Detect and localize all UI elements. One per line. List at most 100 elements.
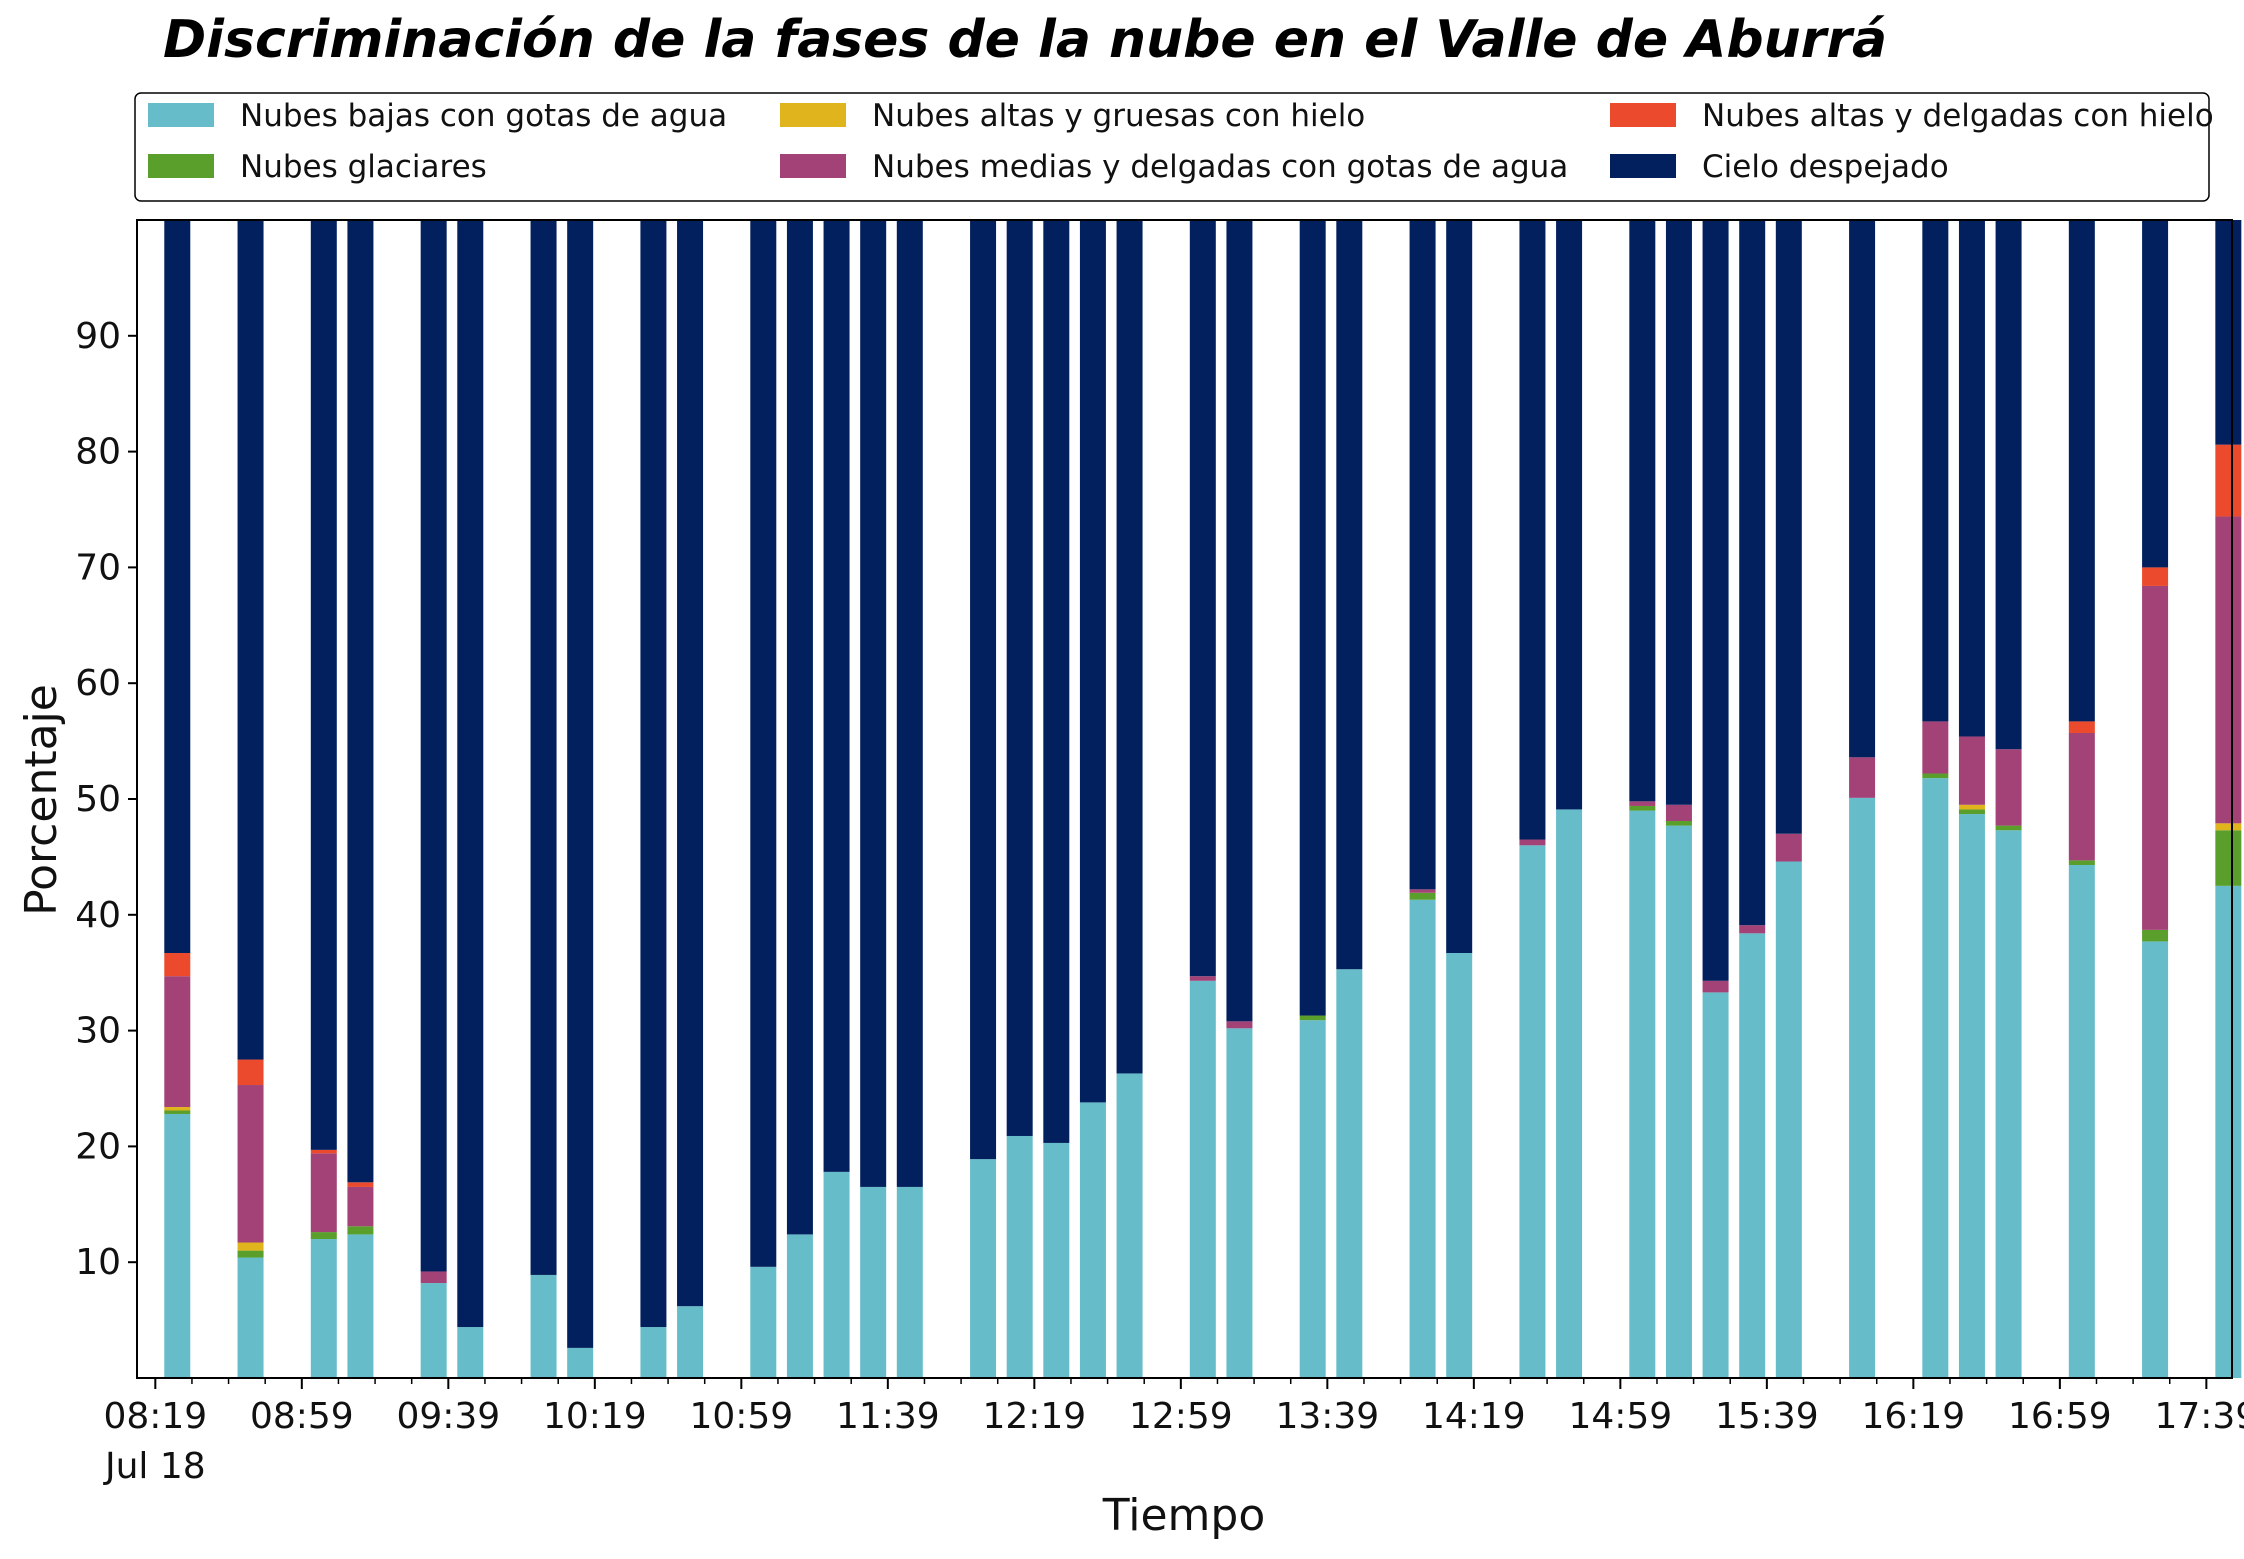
bar-32-nubes-bajas-con-gotas-de-agua	[1775, 861, 1802, 1378]
bar-26-nubes-medias-y-delgadas-con-gotas-de-agua	[1519, 839, 1546, 846]
bar-3-nubes-altas-y-delgadas-con-hielo	[347, 1182, 374, 1187]
bar-28-nubes-bajas-con-gotas-de-agua	[1629, 810, 1656, 1378]
bar-29-nubes-bajas-con-gotas-de-agua	[1665, 825, 1692, 1378]
bar-11-cielo-despejado	[786, 220, 813, 1235]
bar-9-cielo-despejado	[677, 220, 704, 1307]
x-tick-label-0859: 08:59	[250, 1396, 354, 1437]
bar-35-nubes-medias-y-delgadas-con-gotas-de-agua	[1958, 736, 1985, 805]
bar-18-cielo-despejado	[1079, 220, 1106, 1103]
bar-19-cielo-despejado	[1116, 220, 1143, 1074]
bar-9-nubes-bajas-con-gotas-de-agua	[677, 1306, 704, 1378]
bar-16-cielo-despejado	[1006, 220, 1033, 1136]
bar-15-cielo-despejado	[970, 220, 997, 1160]
y-tick-label-80: 80	[75, 432, 121, 473]
bar-17-nubes-bajas-con-gotas-de-agua	[1043, 1142, 1070, 1378]
bar-34-nubes-medias-y-delgadas-con-gotas-de-agua	[1922, 721, 1949, 774]
bar-39-nubes-glaciares	[2215, 830, 2242, 886]
bar-0-cielo-despejado	[164, 220, 191, 954]
x-axis: 08:19 Jul 18 08:59 09:39 10:19 10:59 11:39 12:1…	[103, 1378, 2244, 1487]
bar-8-cielo-despejado	[640, 220, 667, 1328]
bar-8-nubes-bajas-con-gotas-de-agua	[640, 1327, 667, 1378]
bar-1-nubes-glaciares	[237, 1250, 264, 1258]
bar-26-nubes-bajas-con-gotas-de-agua	[1519, 845, 1546, 1378]
bar-33-cielo-despejado	[1849, 220, 1876, 758]
bar-7-cielo-despejado	[567, 220, 594, 1348]
bar-34-nubes-glaciares	[1922, 773, 1949, 779]
legend-frame	[134, 92, 2210, 202]
bar-39-nubes-altas-y-gruesas-con-hielo	[2215, 823, 2242, 831]
bar-10-cielo-despejado	[750, 220, 777, 1267]
bar-4-nubes-bajas-con-gotas-de-agua	[420, 1283, 447, 1378]
x-tick-label-1419: 14:19	[1422, 1396, 1526, 1437]
x-tick-label-1019: 10:19	[543, 1396, 647, 1437]
bars-group	[164, 220, 2242, 1378]
bar-29-cielo-despejado	[1665, 220, 1692, 805]
bar-22-cielo-despejado	[1299, 220, 1326, 1016]
bar-33-nubes-bajas-con-gotas-de-agua	[1849, 797, 1876, 1378]
bar-38-nubes-altas-y-delgadas-con-hielo	[2142, 567, 2169, 586]
y-tick-label-20: 20	[75, 1126, 121, 1167]
bar-35-cielo-despejado	[1958, 220, 1985, 737]
x-tick-label-1739: 17:39	[2154, 1396, 2244, 1437]
bar-23-nubes-bajas-con-gotas-de-agua	[1336, 969, 1363, 1378]
legend-label-cielo-despejado: Cielo despejado	[1702, 149, 1949, 185]
bar-1-nubes-medias-y-delgadas-con-gotas-de-agua	[237, 1085, 264, 1243]
y-tick-label-70: 70	[75, 547, 121, 588]
chart-title: Discriminación de la fases de la nube en…	[163, 10, 1887, 70]
bar-5-nubes-bajas-con-gotas-de-agua	[457, 1327, 484, 1378]
bar-20-cielo-despejado	[1189, 220, 1216, 977]
bar-37-nubes-glaciares	[2068, 860, 2095, 865]
bar-30-nubes-medias-y-delgadas-con-gotas-de-agua	[1702, 980, 1729, 993]
bar-5-cielo-despejado	[457, 220, 484, 1328]
bar-36-cielo-despejado	[1995, 220, 2022, 750]
y-tick-label-40: 40	[75, 895, 121, 936]
bar-11-nubes-bajas-con-gotas-de-agua	[786, 1234, 813, 1378]
bar-39-cielo-despejado	[2215, 220, 2242, 445]
bar-0-nubes-medias-y-delgadas-con-gotas-de-agua	[164, 976, 191, 1108]
bar-1-nubes-bajas-con-gotas-de-agua	[237, 1257, 264, 1378]
bar-39-nubes-bajas-con-gotas-de-agua	[2215, 885, 2242, 1378]
bar-29-nubes-medias-y-delgadas-con-gotas-de-agua	[1665, 804, 1692, 821]
bar-23-cielo-despejado	[1336, 220, 1363, 970]
bar-3-nubes-glaciares	[347, 1226, 374, 1235]
bar-37-nubes-altas-y-delgadas-con-hielo	[2068, 721, 2095, 733]
legend-swatch-nubes-glaciares	[148, 154, 214, 178]
bar-3-nubes-medias-y-delgadas-con-gotas-de-agua	[347, 1186, 374, 1227]
bar-36-nubes-bajas-con-gotas-de-agua	[1995, 830, 2022, 1378]
bar-20-nubes-medias-y-delgadas-con-gotas-de-agua	[1189, 976, 1216, 981]
legend-swatch-cielo-despejado	[1610, 154, 1676, 178]
x-axis-label: Tiempo	[1102, 1490, 1266, 1541]
bar-32-nubes-medias-y-delgadas-con-gotas-de-agua	[1775, 833, 1802, 862]
x-tick-label-0939: 09:39	[396, 1396, 500, 1437]
y-tick-label-30: 30	[75, 1011, 121, 1052]
bar-39-nubes-altas-y-delgadas-con-hielo	[2215, 444, 2242, 517]
bar-30-cielo-despejado	[1702, 220, 1729, 981]
bar-4-cielo-despejado	[420, 220, 447, 1272]
bar-26-cielo-despejado	[1519, 220, 1546, 840]
bar-2-nubes-altas-y-delgadas-con-hielo	[310, 1149, 337, 1154]
legend-label-nubes-altas-y-delgadas-con-hielo: Nubes altas y delgadas con hielo	[1702, 98, 2214, 134]
x-tick-label-1659: 16:59	[2008, 1396, 2112, 1437]
bar-38-nubes-bajas-con-gotas-de-agua	[2142, 941, 2169, 1378]
bar-22-nubes-bajas-con-gotas-de-agua	[1299, 1020, 1326, 1378]
bar-24-nubes-medias-y-delgadas-con-gotas-de-agua	[1409, 889, 1436, 893]
bar-2-nubes-medias-y-delgadas-con-gotas-de-agua	[310, 1153, 337, 1233]
y-tick-label-50: 50	[75, 779, 121, 820]
legend-label-nubes-altas-y-gruesas-con-hielo: Nubes altas y gruesas con hielo	[872, 98, 1365, 134]
bar-37-cielo-despejado	[2068, 220, 2095, 722]
bar-25-cielo-despejado	[1446, 220, 1473, 954]
legend-swatch-nubes-bajas-con-gotas-de-agua	[148, 103, 214, 127]
x-tick-label-1619: 16:19	[1861, 1396, 1965, 1437]
bar-10-nubes-bajas-con-gotas-de-agua	[750, 1266, 777, 1378]
bar-28-nubes-medias-y-delgadas-con-gotas-de-agua	[1629, 801, 1656, 806]
bar-37-nubes-bajas-con-gotas-de-agua	[2068, 865, 2095, 1378]
legend-swatch-nubes-medias-y-delgadas-con-gotas-de-agua	[780, 154, 846, 178]
bar-35-nubes-glaciares	[1958, 809, 1985, 815]
bar-0-nubes-altas-y-delgadas-con-hielo	[164, 953, 191, 977]
bar-31-cielo-despejado	[1739, 220, 1766, 926]
y-axis-label: Porcentaje	[16, 684, 67, 916]
bar-20-nubes-bajas-con-gotas-de-agua	[1189, 980, 1216, 1378]
legend-label-nubes-bajas-con-gotas-de-agua: Nubes bajas con gotas de agua	[240, 98, 727, 134]
bar-28-nubes-glaciares	[1629, 805, 1656, 811]
plot-area: 10 20 30 40 50 60 70 80 90 08:19 Jul 18 08:59 09:39…	[75, 219, 2244, 1487]
